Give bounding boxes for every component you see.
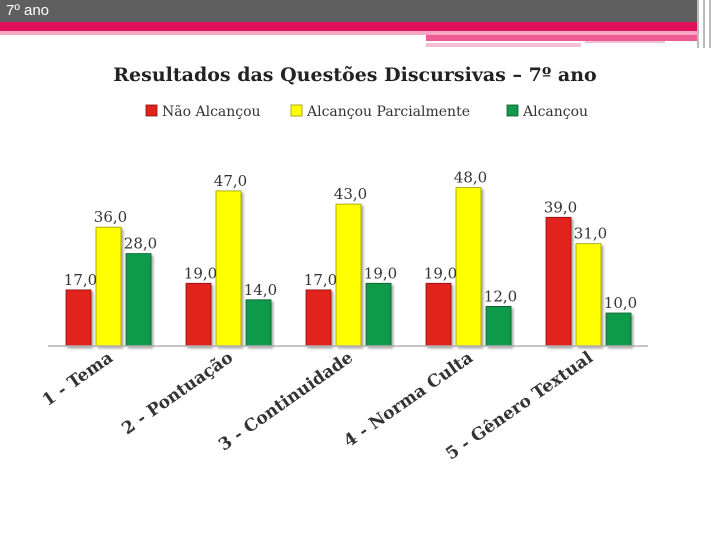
legend-label-alcancou: Alcançou	[522, 104, 588, 120]
category-label-1: 1 - Tema	[39, 348, 117, 411]
data-label-5-series-2: 31,0	[574, 225, 607, 243]
category-label-4: 4 - Norma Culta	[340, 348, 477, 452]
data-label-3-series-1: 17,0	[304, 271, 337, 289]
bar-4-series-3	[485, 305, 512, 347]
legend-label-nao-alcancou: Não Alcançou	[162, 104, 261, 120]
bar-5-series-1	[545, 216, 572, 347]
chart-data-labels: 17,0 36,0 28,0 19,0 47,0 14,0 17,0 43,0 19,0 19,0…	[64, 169, 637, 312]
data-label-2-series-2: 47,0	[214, 172, 247, 190]
bar-2-series-2	[215, 190, 242, 347]
legend-swatch-nao-alcancou	[145, 104, 158, 117]
bar-3-series-2	[335, 203, 362, 347]
chart-title: Resultados das Questões Discursivas – 7º…	[113, 64, 596, 86]
data-label-2-series-1: 19,0	[184, 264, 217, 282]
data-label-5-series-1: 39,0	[544, 198, 577, 216]
legend-swatch-alcancou-parcialmente	[290, 104, 303, 117]
bar-1-series-3	[125, 253, 152, 347]
legend-label-alcancou-parcialmente: Alcançou Parcialmente	[306, 104, 470, 120]
data-label-2-series-3: 14,0	[244, 281, 277, 299]
legend-swatch-alcancou	[506, 104, 519, 117]
bar-1-series-1	[65, 289, 92, 347]
bar-2-series-1	[185, 282, 212, 347]
accent-stripe	[0, 22, 697, 31]
data-label-3-series-2: 43,0	[334, 185, 367, 203]
bar-5-series-3	[605, 312, 632, 347]
bar-5-series-2	[575, 243, 602, 347]
bar-3-series-1	[305, 289, 332, 347]
data-label-1-series-3: 28,0	[124, 235, 157, 253]
bar-3-series-3	[365, 282, 392, 347]
data-label-4-series-3: 12,0	[484, 287, 517, 305]
slide-title: 7º ano	[6, 2, 50, 19]
data-label-1-series-2: 36,0	[94, 208, 127, 226]
bar-2-series-3	[245, 299, 272, 347]
chart-bars	[65, 187, 632, 347]
data-label-1-series-1: 17,0	[64, 271, 97, 289]
data-label-4-series-2: 48,0	[454, 169, 487, 187]
accent-stripe-tail	[585, 41, 665, 43]
data-label-5-series-3: 10,0	[604, 294, 637, 312]
data-label-4-series-1: 19,0	[424, 264, 457, 282]
data-label-3-series-3: 19,0	[364, 264, 397, 282]
chart-legend: Não Alcançou Alcançou Parcialmente Alcan…	[145, 104, 588, 120]
bar-4-series-2	[455, 187, 482, 347]
bar-4-series-1	[425, 282, 452, 347]
accent-stripe-short	[426, 35, 697, 41]
category-label-2: 2 - Pontuação	[118, 348, 237, 439]
header-decoration	[697, 0, 720, 48]
bar-1-series-2	[95, 226, 122, 347]
accent-stripe-thin	[426, 43, 581, 47]
accent-stripe-light	[0, 31, 697, 35]
